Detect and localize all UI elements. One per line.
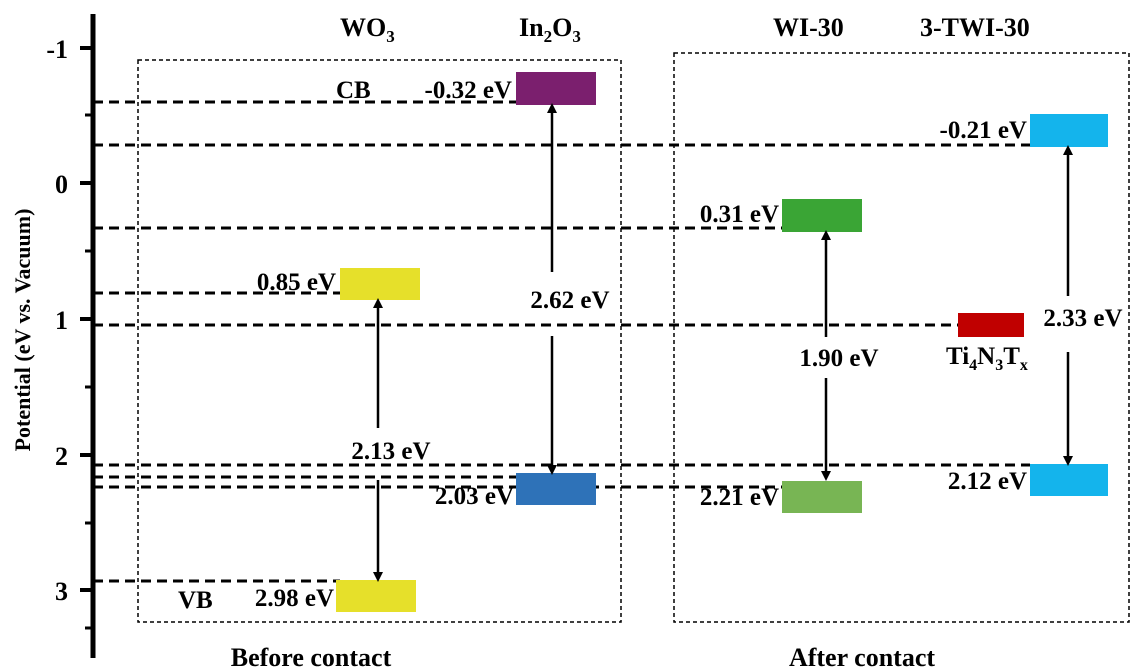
- tick-label-neg1: -1: [46, 35, 68, 64]
- wi30-cb-block: [782, 199, 862, 232]
- header-wi30: WI-30: [773, 13, 844, 42]
- cb-label: CB: [336, 77, 371, 104]
- y-axis-label: Potential (eV vs. Vacuum): [10, 209, 35, 452]
- twi30-vb-value: 2.12 eV: [948, 468, 1027, 495]
- tick-label-1: 1: [55, 306, 68, 335]
- wo3-cb-value: 0.85 eV: [257, 269, 336, 296]
- header-3-twi30: 3-TWI-30: [920, 13, 1030, 42]
- wi30-vb-block: [782, 481, 862, 513]
- in2o3-gap-label: 2.62 eV: [530, 287, 609, 314]
- twi30-cb-block: [1030, 114, 1108, 147]
- in2o3-cb-value: -0.32 eV: [425, 77, 512, 104]
- gap-arrows: [373, 103, 1073, 582]
- wo3-cb-block: [340, 268, 420, 300]
- reference-lines: [93, 100, 1030, 583]
- wo3-vb-block: [336, 580, 416, 612]
- wi30-cb-value: 0.31 eV: [700, 201, 779, 228]
- twi30-cb-value: -0.21 eV: [940, 117, 1027, 144]
- wo3-gap-label: 2.13 eV: [351, 438, 430, 465]
- wo3-vb-value: 2.98 eV: [255, 585, 334, 612]
- mxene-label: Ti4N3Tx: [946, 343, 1028, 374]
- tick-label-3: 3: [55, 577, 68, 606]
- tick-label-0: 0: [55, 170, 68, 199]
- twi30-gap-label: 2.33 eV: [1043, 305, 1122, 332]
- in2o3-vb-block: [516, 473, 596, 505]
- wi30-gap-label: 1.90 eV: [799, 345, 878, 372]
- mxene-level-block: [958, 313, 1024, 337]
- after-contact-label: After contact: [789, 643, 935, 670]
- y-axis: -1 0 1 2 3 Potential (eV vs. Vacuum): [10, 14, 96, 658]
- after-contact-box: [673, 52, 1130, 623]
- in2o3-cb-block: [516, 72, 596, 105]
- wi30-vb-value: 2.21 eV: [700, 484, 779, 511]
- tick-label-2: 2: [55, 442, 68, 471]
- header-in2o3: In2O3: [519, 13, 581, 46]
- in2o3-vb-value: 2.03 eV: [435, 483, 514, 510]
- before-contact-box: [137, 59, 622, 623]
- vb-label: VB: [178, 587, 213, 614]
- twi30-vb-block: [1030, 464, 1108, 496]
- before-contact-label: Before contact: [231, 643, 392, 670]
- header-wo3: WO3: [340, 13, 395, 46]
